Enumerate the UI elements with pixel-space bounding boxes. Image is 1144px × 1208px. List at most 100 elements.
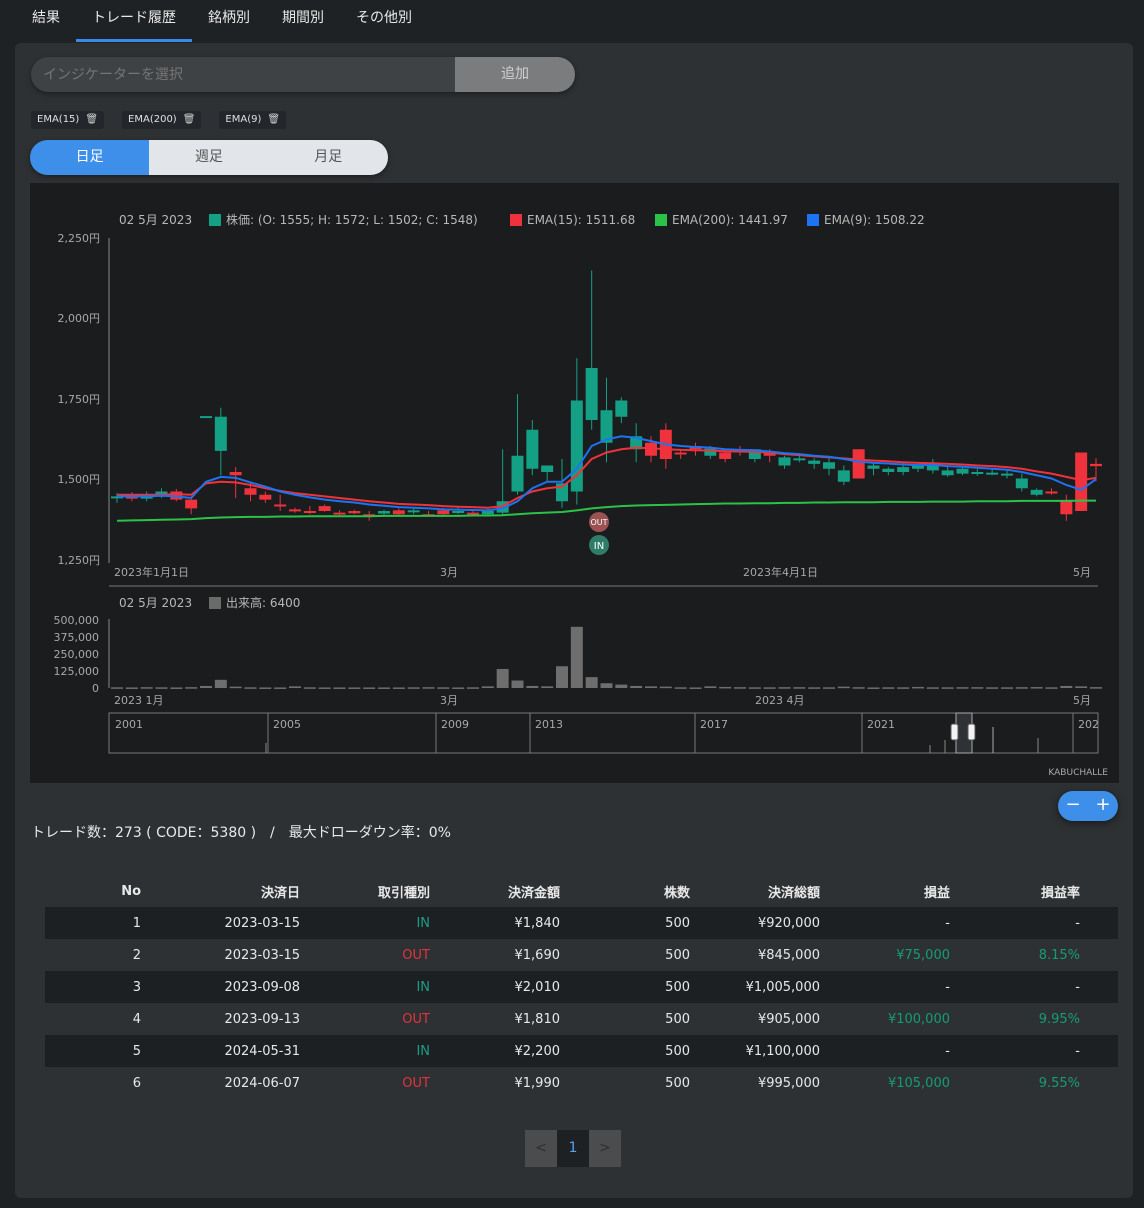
zoom-control: − + <box>1058 791 1118 821</box>
cell-price: ¥2,200 <box>430 1035 560 1067</box>
cell-type: OUT <box>402 1011 430 1027</box>
cell-price: ¥2,010 <box>430 971 560 1003</box>
volume-x-tick-label: 2023 1月 <box>114 694 164 707</box>
navigator-year-label: 2009 <box>441 718 469 731</box>
volume-bar <box>363 687 376 689</box>
volume-bar <box>556 666 568 688</box>
volume-bar <box>333 687 346 689</box>
candle-body <box>926 463 939 471</box>
cell-profit-rate: 9.95% <box>1038 1011 1080 1027</box>
table-row: 6 2024-06-07 OUT ¥1,990 500 ¥995,000 ¥10… <box>45 1067 1118 1099</box>
period-daily-button[interactable]: 日足 <box>30 140 150 175</box>
candle-body <box>852 449 865 479</box>
chart-svg[interactable]: 02 5月 2023 株価: (O: 1555; H: 1572; L: 150… <box>30 183 1119 783</box>
volume-bar <box>585 677 598 688</box>
legend-date: 02 5月 2023 <box>119 213 192 227</box>
tab-by-stock[interactable]: 銘柄別 <box>208 10 250 26</box>
volume-bar <box>303 687 316 689</box>
candle-body <box>1045 491 1058 494</box>
cell-total: ¥905,000 <box>757 1011 820 1027</box>
volume-legend-swatch <box>209 597 221 609</box>
volume-bar <box>1075 686 1088 688</box>
chip-label: EMA(9) <box>225 114 262 125</box>
cell-date: 2023-09-08 <box>141 971 300 1003</box>
cell-date: 2023-09-13 <box>224 1011 300 1027</box>
tab-other[interactable]: その他別 <box>356 10 412 26</box>
candle-body <box>437 510 450 515</box>
navigator-handle-left[interactable] <box>950 723 959 741</box>
zoom-out-button[interactable]: − <box>1065 794 1081 815</box>
tab-results[interactable]: 結果 <box>32 10 60 26</box>
candle-body <box>585 368 598 420</box>
candle-body <box>407 510 420 513</box>
cell-shares: 500 <box>560 907 690 939</box>
cell-price: ¥1,810 <box>514 1011 561 1027</box>
price-chart[interactable]: 02 5月 2023 株価: (O: 1555; H: 1572; L: 150… <box>30 183 1119 783</box>
cell-type: OUT <box>402 947 430 963</box>
volume-bar <box>659 686 672 689</box>
cell-total: ¥995,000 <box>757 1075 820 1091</box>
volume-y-tick-label: 125,000 <box>54 665 100 678</box>
trash-icon[interactable]: 🗑 <box>267 114 281 125</box>
volume-bar <box>200 685 212 688</box>
trade-marker-in[interactable] <box>589 535 609 555</box>
tab-bar: 結果 トレード履歴 銘柄別 期間別 その他別 <box>0 0 1144 42</box>
volume-bar <box>897 687 910 689</box>
header-shares: 株数 <box>663 885 690 901</box>
cell-shares: 500 <box>665 1011 690 1027</box>
x-tick-label: 3月 <box>440 566 458 579</box>
y-tick-label: 1,500円 <box>58 473 101 486</box>
volume-bar <box>600 683 613 688</box>
next-page-button[interactable]: > <box>589 1130 621 1167</box>
trade-marker-label: IN <box>594 541 604 552</box>
candle-body <box>674 452 687 455</box>
indicator-chip-ema200: EMA(200) 🗑 <box>122 111 202 129</box>
volume-bar <box>852 687 865 689</box>
trade-markers: OUT IN <box>589 512 609 555</box>
period-weekly-button[interactable]: 週足 <box>149 140 269 175</box>
volume-bar <box>778 687 791 689</box>
trash-icon[interactable]: 🗑 <box>85 114 99 125</box>
legend: 02 5月 2023 株価: (O: 1555; H: 1572; L: 150… <box>119 212 925 227</box>
cell-shares: 500 <box>665 1075 690 1091</box>
x-tick-label: 5月 <box>1073 566 1091 579</box>
legend-ema9: EMA(9): 1508.22 <box>824 213 925 227</box>
cell-no: 1 <box>45 907 141 939</box>
ema9-line <box>117 435 1097 512</box>
pagination: < 1 > <box>525 1130 621 1167</box>
trade-marker-out[interactable] <box>589 512 609 532</box>
volume-bar <box>318 687 331 689</box>
volume-bar <box>748 687 761 689</box>
indicator-chip-ema9: EMA(9) 🗑 <box>219 111 287 129</box>
header-settlement-date: 決済日 <box>260 885 300 901</box>
volume-bar <box>1090 687 1102 689</box>
cell-date: 2023-03-15 <box>224 947 300 963</box>
candle-body <box>971 472 984 474</box>
zoom-in-button[interactable]: + <box>1095 794 1111 815</box>
volume-bar <box>392 687 405 689</box>
volume-bar <box>719 686 732 689</box>
current-page[interactable]: 1 <box>557 1130 589 1167</box>
period-monthly-button[interactable]: 月足 <box>268 140 388 175</box>
navigator-handle-right[interactable] <box>967 723 976 741</box>
indicator-select-input[interactable] <box>31 57 455 92</box>
prev-page-button[interactable]: < <box>525 1130 557 1167</box>
volume-bar <box>734 687 746 689</box>
candle-body <box>244 488 257 495</box>
tab-by-period[interactable]: 期間別 <box>282 10 324 26</box>
tab-trade-history[interactable]: トレード履歴 <box>76 0 192 42</box>
trash-icon[interactable]: 🗑 <box>182 114 196 125</box>
navigator-year-label: 2021 <box>867 718 895 731</box>
add-indicator-button[interactable]: 追加 <box>455 57 575 92</box>
volume-bar <box>170 687 183 689</box>
candle-body <box>1075 452 1088 511</box>
candle-body <box>392 510 405 515</box>
volume-legend-date: 02 5月 2023 <box>119 596 192 610</box>
volume-y-axis: 500,000 375,000 250,000 125,000 0 <box>54 614 110 695</box>
cell-type: IN <box>300 907 430 939</box>
cell-date: 2024-05-31 <box>141 1035 300 1067</box>
volume-bar <box>481 686 494 688</box>
legend-ema15: EMA(15): 1511.68 <box>527 213 635 227</box>
navigator[interactable]: 2001 2005 2009 2013 2017 2021 202 <box>108 712 1099 754</box>
candle-body <box>526 429 539 469</box>
